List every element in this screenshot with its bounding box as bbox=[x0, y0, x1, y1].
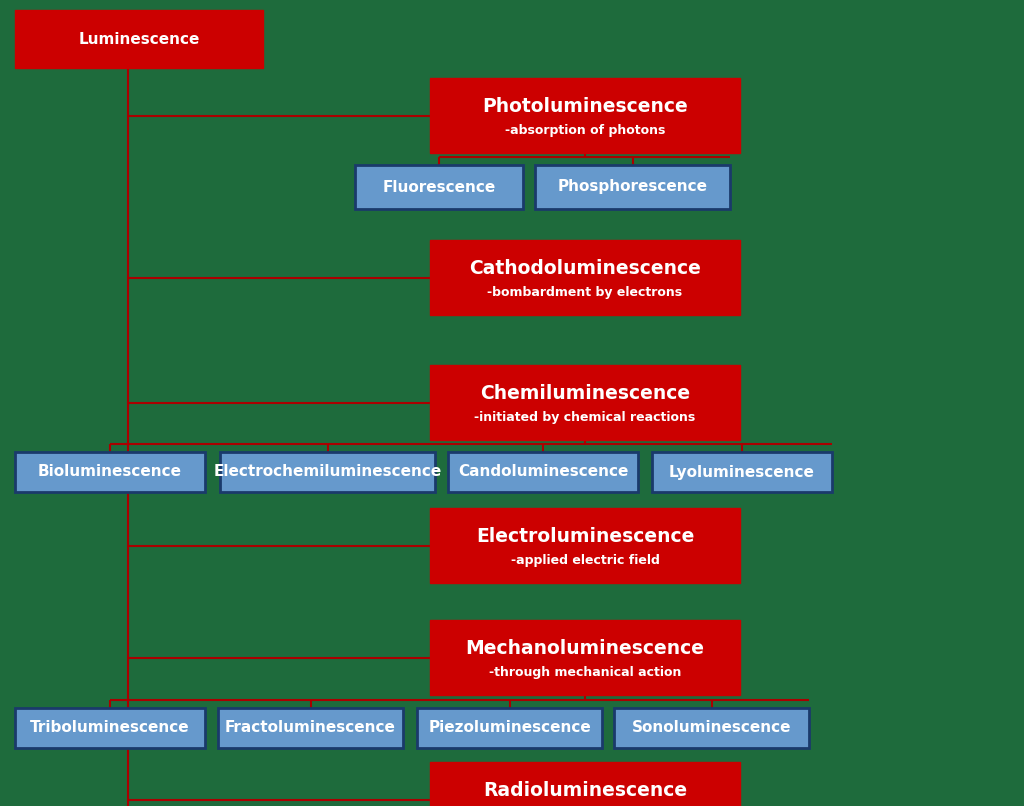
Text: Luminescence: Luminescence bbox=[78, 31, 200, 47]
FancyBboxPatch shape bbox=[417, 708, 602, 748]
FancyBboxPatch shape bbox=[430, 508, 740, 583]
Text: Cathodoluminescence: Cathodoluminescence bbox=[469, 259, 701, 278]
Text: -initiated by chemical reactions: -initiated by chemical reactions bbox=[474, 411, 695, 424]
Text: Phosphorescence: Phosphorescence bbox=[557, 180, 708, 194]
Text: Electroluminescence: Electroluminescence bbox=[476, 527, 694, 546]
FancyBboxPatch shape bbox=[430, 620, 740, 695]
FancyBboxPatch shape bbox=[430, 78, 740, 153]
FancyBboxPatch shape bbox=[535, 165, 730, 209]
Text: Bioluminescence: Bioluminescence bbox=[38, 464, 182, 480]
FancyBboxPatch shape bbox=[449, 452, 638, 492]
FancyBboxPatch shape bbox=[430, 240, 740, 315]
FancyBboxPatch shape bbox=[15, 708, 205, 748]
Text: Mechanoluminescence: Mechanoluminescence bbox=[466, 639, 705, 658]
FancyBboxPatch shape bbox=[218, 708, 403, 748]
FancyBboxPatch shape bbox=[15, 452, 205, 492]
Text: Photoluminescence: Photoluminescence bbox=[482, 97, 688, 116]
FancyBboxPatch shape bbox=[652, 452, 831, 492]
Text: Chemiluminescence: Chemiluminescence bbox=[480, 384, 690, 403]
Text: Sonoluminescence: Sonoluminescence bbox=[632, 721, 792, 736]
Text: Candoluminescence: Candoluminescence bbox=[458, 464, 628, 480]
Text: Fluorescence: Fluorescence bbox=[382, 180, 496, 194]
Text: Triboluminescence: Triboluminescence bbox=[30, 721, 189, 736]
FancyBboxPatch shape bbox=[614, 708, 809, 748]
FancyBboxPatch shape bbox=[355, 165, 523, 209]
Text: -absorption of photons: -absorption of photons bbox=[505, 124, 666, 137]
Text: Piezoluminescence: Piezoluminescence bbox=[428, 721, 591, 736]
FancyBboxPatch shape bbox=[15, 10, 263, 68]
Text: -through mechanical action: -through mechanical action bbox=[488, 666, 681, 679]
FancyBboxPatch shape bbox=[430, 762, 740, 806]
Text: Fractoluminescence: Fractoluminescence bbox=[225, 721, 396, 736]
Text: -bombardment by electrons: -bombardment by electrons bbox=[487, 286, 683, 299]
Text: Radioluminescence: Radioluminescence bbox=[483, 781, 687, 800]
Text: -applied electric field: -applied electric field bbox=[511, 554, 659, 567]
FancyBboxPatch shape bbox=[430, 365, 740, 440]
Text: Lyoluminescence: Lyoluminescence bbox=[669, 464, 815, 480]
Text: Electrochemiluminescence: Electrochemiluminescence bbox=[213, 464, 441, 480]
FancyBboxPatch shape bbox=[220, 452, 435, 492]
